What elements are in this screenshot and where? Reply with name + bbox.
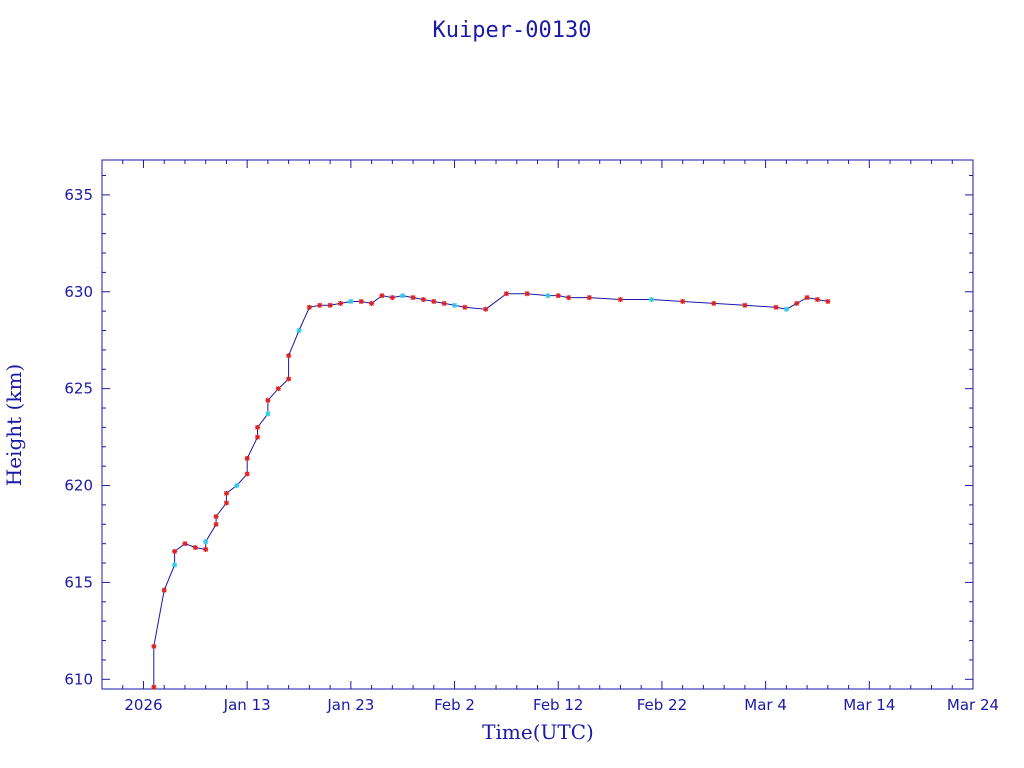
y-tick-label: 635 (64, 186, 93, 204)
x-tick-label: Mar 4 (744, 696, 787, 714)
data-point (711, 300, 717, 306)
y-tick-label: 615 (64, 573, 93, 591)
data-point (213, 514, 219, 520)
data-point (223, 490, 229, 496)
data-point (161, 587, 167, 593)
data-point (265, 411, 271, 417)
data-point (420, 297, 426, 303)
data-point (317, 302, 323, 308)
data-point (503, 291, 509, 297)
data-point (255, 424, 261, 430)
x-tick-labels: 2026 Jan 13 Jan 23 Feb 2 Feb 12 Feb 22 Mar 4 Ma… (124, 696, 999, 714)
y-axis-label: Height (km) (2, 364, 26, 486)
x-tick-label: 2026 (124, 696, 162, 714)
data-point (244, 471, 250, 477)
data-point (410, 295, 416, 301)
data-point (151, 684, 157, 690)
y-tick-labels: 610 615 620 625 630 635 (64, 186, 93, 688)
data-point (327, 302, 333, 308)
series-line (153, 293, 828, 688)
x-tick-label: Feb 12 (533, 696, 583, 714)
data-point (213, 521, 219, 527)
data-point (348, 298, 354, 304)
data-point (794, 300, 800, 306)
data-point (545, 293, 551, 299)
data-point (566, 295, 572, 301)
data-point (223, 500, 229, 506)
data-point (182, 541, 188, 547)
data-point (255, 434, 261, 440)
data-point (306, 304, 312, 310)
y-tick-label: 630 (64, 283, 93, 301)
data-point (400, 293, 406, 299)
x-tick-label: Mar 24 (947, 696, 999, 714)
plot-frame (101, 159, 974, 690)
data-point (337, 300, 343, 306)
data-point (286, 376, 292, 382)
y-tick-label: 620 (64, 477, 93, 495)
x-tick-label: Feb 22 (637, 696, 687, 714)
data-point (151, 643, 157, 649)
data-point (586, 295, 592, 301)
data-point (524, 291, 530, 297)
data-point (244, 455, 250, 461)
data-point (783, 306, 789, 312)
data-point (617, 297, 623, 303)
data-point (286, 353, 292, 359)
data-point (804, 295, 810, 301)
data-point (814, 297, 820, 303)
data-point (462, 304, 468, 310)
data-point (203, 539, 209, 545)
data-point (680, 298, 686, 304)
data-point (172, 548, 178, 554)
data-point (483, 306, 489, 312)
x-tick-label: Jan 23 (326, 696, 374, 714)
data-point (172, 562, 178, 568)
data-point (773, 304, 779, 310)
data-point (275, 386, 281, 392)
data-point (555, 293, 561, 299)
data-point (369, 300, 375, 306)
axis-ticks (102, 160, 974, 689)
data-point (825, 298, 831, 304)
data-point (649, 297, 655, 303)
data-point (234, 483, 240, 489)
data-point (742, 302, 748, 308)
data-point (389, 295, 395, 301)
x-tick-label: Mar 14 (843, 696, 895, 714)
data-point (441, 300, 447, 306)
x-tick-label: Jan 13 (223, 696, 271, 714)
data-point (452, 302, 458, 308)
data-point (431, 298, 437, 304)
data-point (379, 293, 385, 299)
x-tick-label: Feb 2 (434, 696, 475, 714)
data-point (192, 545, 198, 551)
x-axis-label: Time(UTC) (482, 720, 594, 744)
data-markers (151, 291, 831, 690)
chart-title: Kuiper-00130 (433, 18, 592, 43)
data-point (296, 328, 302, 334)
data-point (358, 298, 364, 304)
data-point (203, 546, 209, 552)
data-point (265, 397, 271, 403)
y-tick-label: 625 (64, 380, 93, 398)
y-tick-label: 610 (64, 670, 93, 688)
